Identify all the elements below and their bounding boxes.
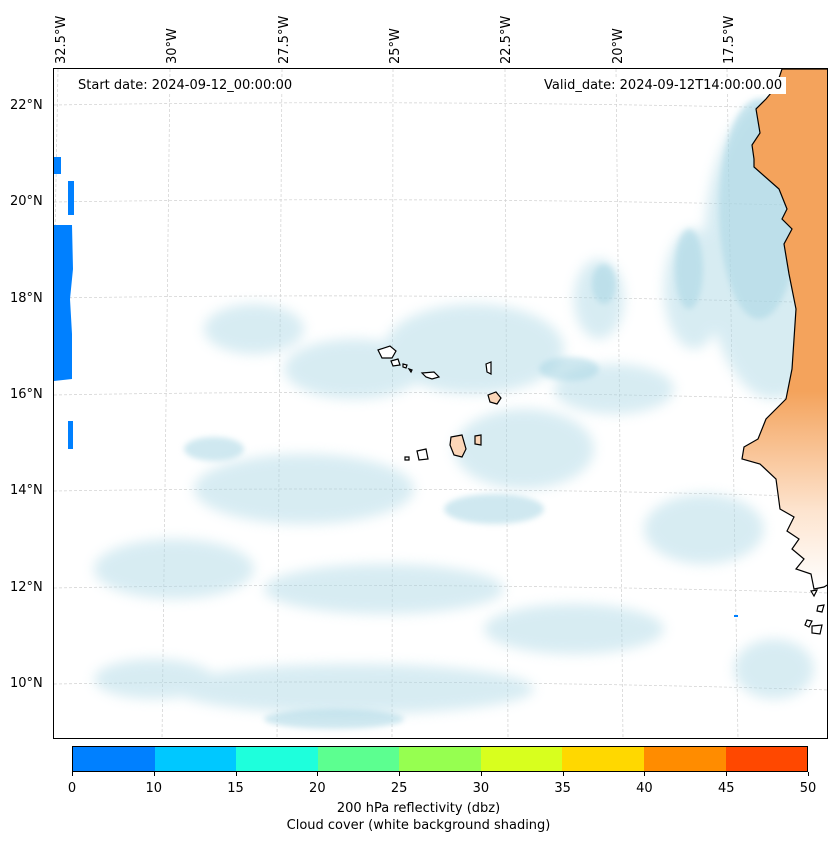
- colorbar-tick-label: 15: [227, 781, 244, 796]
- lon-label-32-5w: 32.5°W: [54, 15, 69, 64]
- colorbar-tick-label: 40: [636, 781, 653, 796]
- map-canvas: [54, 69, 827, 738]
- colorbar-segment: [725, 747, 808, 771]
- colorbar-segment: [562, 747, 644, 771]
- lon-label-22-5w: 22.5°W: [499, 15, 514, 64]
- colorbar-segment: [480, 747, 563, 771]
- lat-label-18n: 18°N: [10, 291, 43, 306]
- colorbar-label: 200 hPa reflectivity (dbz): [336, 801, 501, 816]
- lat-label-14n: 14°N: [10, 483, 43, 498]
- colorbar-tick-mark: [726, 772, 728, 776]
- lon-label-30w: 30°W: [165, 28, 180, 64]
- lat-label-20n: 20°N: [10, 194, 43, 209]
- colorbar-segment: [73, 747, 155, 771]
- colorbar-tick-mark: [808, 772, 809, 776]
- colorbar-tick-mark: [72, 772, 73, 776]
- lat-label-10n: 10°N: [10, 676, 43, 691]
- bijagos-islands: [804, 589, 825, 635]
- colorbar-tick-label: 10: [145, 781, 163, 796]
- lon-label-25w: 25°W: [388, 28, 403, 64]
- lon-label-17-5w: 17.5°W: [722, 15, 737, 64]
- map-panel: [53, 68, 828, 739]
- lon-label-20w: 20°W: [611, 28, 626, 64]
- colorbar-tick-mark: [235, 772, 237, 776]
- colorbar-tick-label: 20: [309, 781, 326, 796]
- colorbar-tick-label: 50: [799, 781, 817, 796]
- colorbar-tick-label: 0: [67, 781, 77, 796]
- cape-verde-islands: [377, 345, 502, 461]
- lon-label-27-5w: 27.5°W: [277, 15, 292, 64]
- colorbar-segment: [399, 747, 481, 771]
- graticule: [54, 69, 827, 738]
- colorbar-tick-mark: [153, 772, 155, 776]
- colorbar-tick-label: 35: [554, 781, 571, 796]
- colorbar-segment: [154, 747, 237, 771]
- colorbar-segment: [236, 747, 318, 771]
- cloud-cover: [94, 99, 827, 729]
- colorbar-tick-mark: [399, 772, 401, 776]
- colorbar-segment: [317, 747, 400, 771]
- lat-label-16n: 16°N: [10, 387, 43, 402]
- colorbar-tick-mark: [480, 772, 482, 776]
- africa-land: [741, 69, 827, 590]
- start-date-label: Start date: 2024-09-12_00:00:00: [74, 77, 297, 94]
- colorbar-tick-mark: [562, 772, 564, 776]
- colorbar-tick-mark: [317, 772, 319, 776]
- colorbar-tick-label: 45: [717, 781, 735, 796]
- reflectivity-strip: [54, 157, 738, 617]
- colorbar-tick-label: 30: [472, 781, 490, 796]
- colorbar-segment: [643, 747, 726, 771]
- valid-date-label: Valid_date: 2024-09-12T14:00:00.00: [540, 77, 787, 94]
- colorbar-tick-mark: [644, 772, 646, 776]
- colorbar-sublabel: Cloud cover (white background shading): [286, 818, 551, 833]
- colorbar: [72, 746, 808, 772]
- lat-label-22n: 22°N: [10, 98, 43, 113]
- colorbar-tick-label: 25: [390, 781, 408, 796]
- lat-label-12n: 12°N: [10, 580, 43, 595]
